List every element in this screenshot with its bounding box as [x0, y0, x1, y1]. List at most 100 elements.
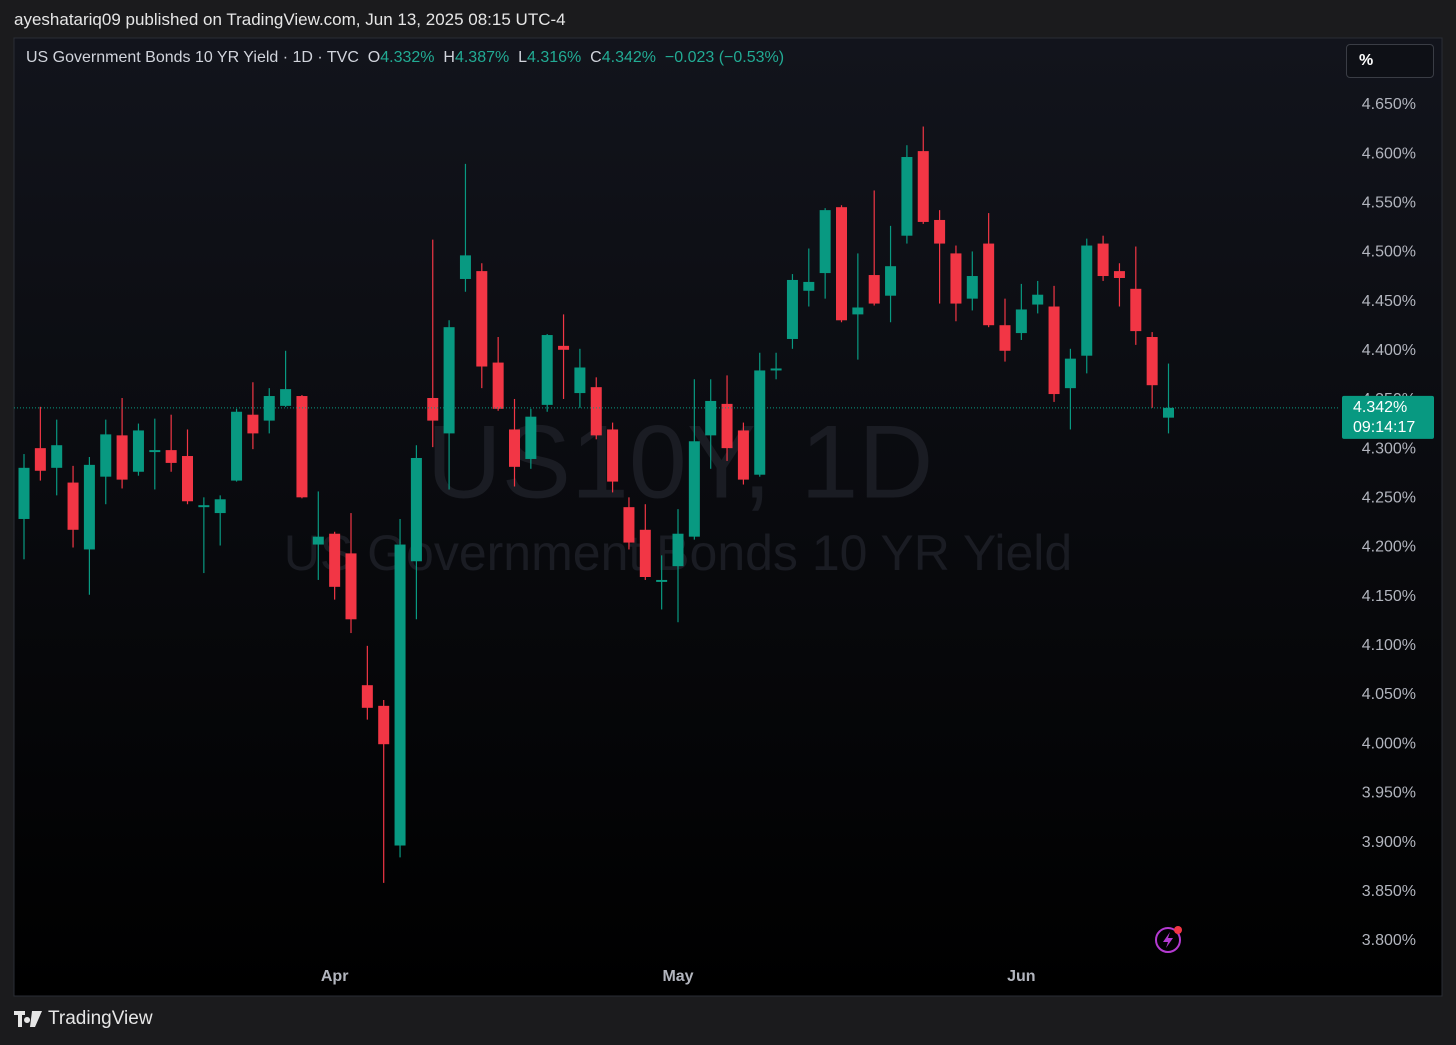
candle-body [770, 368, 782, 371]
candle-body [312, 536, 324, 545]
candle-body [558, 345, 570, 350]
y-tick-label: 4.200% [1362, 539, 1416, 556]
candle-body [51, 445, 63, 468]
y-tick-label: 3.950% [1362, 785, 1416, 802]
candle-body [607, 429, 619, 482]
candle-body [198, 505, 210, 508]
candle-body [1032, 294, 1044, 305]
candle-body [34, 448, 46, 471]
ohlc-key: H [443, 49, 455, 66]
candle-body [656, 579, 668, 582]
last-price-label: 4.342% [1353, 399, 1407, 416]
ohlc-value: 4.332% [380, 49, 435, 66]
candle-body [1146, 337, 1158, 386]
y-tick-label: 3.850% [1362, 883, 1416, 900]
candle-body [247, 414, 259, 434]
y-tick-label: 4.000% [1362, 735, 1416, 752]
candle-body [966, 276, 978, 299]
candle-body [100, 434, 112, 477]
candle-body [934, 219, 946, 244]
candle-body [639, 529, 651, 577]
candle-body [623, 507, 635, 543]
candle-body [83, 464, 95, 550]
candle-body [868, 275, 880, 304]
candle-body [410, 457, 422, 562]
ohlc-value: 4.342% [601, 49, 656, 66]
candle-body [1163, 407, 1174, 418]
candle-body [459, 255, 471, 279]
candle-body [443, 327, 455, 434]
candle-body [1064, 358, 1076, 389]
candle-body [165, 450, 177, 463]
y-tick-label: 4.050% [1362, 686, 1416, 703]
candle-body [67, 482, 79, 530]
ohlc-key: C [590, 49, 602, 66]
candle-body [1048, 306, 1060, 395]
candle-body [983, 243, 995, 326]
y-tick-label: 3.800% [1362, 932, 1416, 949]
symbol-info: US Government Bonds 10 YR Yield · 1D · T… [26, 49, 359, 66]
candle-body [492, 362, 504, 409]
candle-body [754, 370, 766, 475]
countdown: 09:14:17 [1353, 419, 1415, 436]
x-tick-label: Apr [321, 968, 349, 985]
candle-body [541, 335, 553, 405]
ohlc-value: 4.387% [454, 49, 510, 66]
candle-body [1015, 309, 1027, 334]
ohlc-value: 4.316% [527, 49, 582, 66]
y-tick-label: 4.650% [1362, 96, 1416, 113]
candle-body [18, 467, 30, 519]
y-tick-label: 4.250% [1362, 490, 1416, 507]
candle-body [590, 387, 602, 436]
candle-body [1130, 288, 1142, 332]
unit-button[interactable]: % [1346, 44, 1434, 78]
candle-body [182, 456, 193, 502]
x-tick-label: Jun [1007, 968, 1035, 985]
candle-body [803, 281, 815, 291]
y-tick-label: 4.500% [1362, 244, 1416, 261]
candle-body [345, 553, 357, 620]
candle-body [786, 279, 798, 339]
candle-body [950, 253, 962, 304]
logo [14, 1011, 42, 1027]
candle-body [132, 430, 144, 472]
candle-body [116, 435, 128, 480]
brand: TradingView [48, 1008, 153, 1029]
x-tick-label: May [662, 968, 693, 985]
spacer [656, 49, 665, 66]
candle-body [705, 400, 717, 436]
candle-body [672, 533, 684, 567]
candle-body [819, 210, 831, 274]
candle-body [361, 685, 373, 708]
ohlc-key: L [518, 49, 528, 66]
publish-info: ayeshatariq09 published on TradingView.c… [14, 10, 566, 29]
candle-body [999, 325, 1011, 351]
spacer [581, 49, 590, 66]
candle-body [1081, 245, 1093, 356]
y-tick-label: 4.550% [1362, 194, 1416, 211]
y-tick-label: 4.150% [1362, 588, 1416, 605]
candle-body [509, 429, 520, 467]
candle-body [427, 397, 439, 421]
candle-body [214, 499, 226, 514]
plot-background [13, 37, 1443, 997]
footer: TradingView [14, 1008, 153, 1030]
candle-body [836, 207, 847, 321]
alert-icon[interactable] [1155, 926, 1182, 953]
candle-body [329, 533, 341, 587]
y-tick-label: 4.400% [1362, 342, 1416, 359]
candle-body [885, 266, 897, 296]
last-price-box [1342, 395, 1434, 439]
candle-body [917, 151, 929, 222]
y-tick-label: 4.300% [1362, 440, 1416, 457]
candle-body [688, 441, 700, 537]
ohlc-legend: US Government Bonds 10 YR Yield · 1D · T… [26, 49, 784, 67]
candle-body [1113, 271, 1125, 278]
candle-body [525, 416, 537, 459]
candle-body [378, 705, 390, 745]
candle-body [231, 411, 243, 481]
spacer [509, 49, 518, 66]
candle-body [901, 157, 913, 236]
